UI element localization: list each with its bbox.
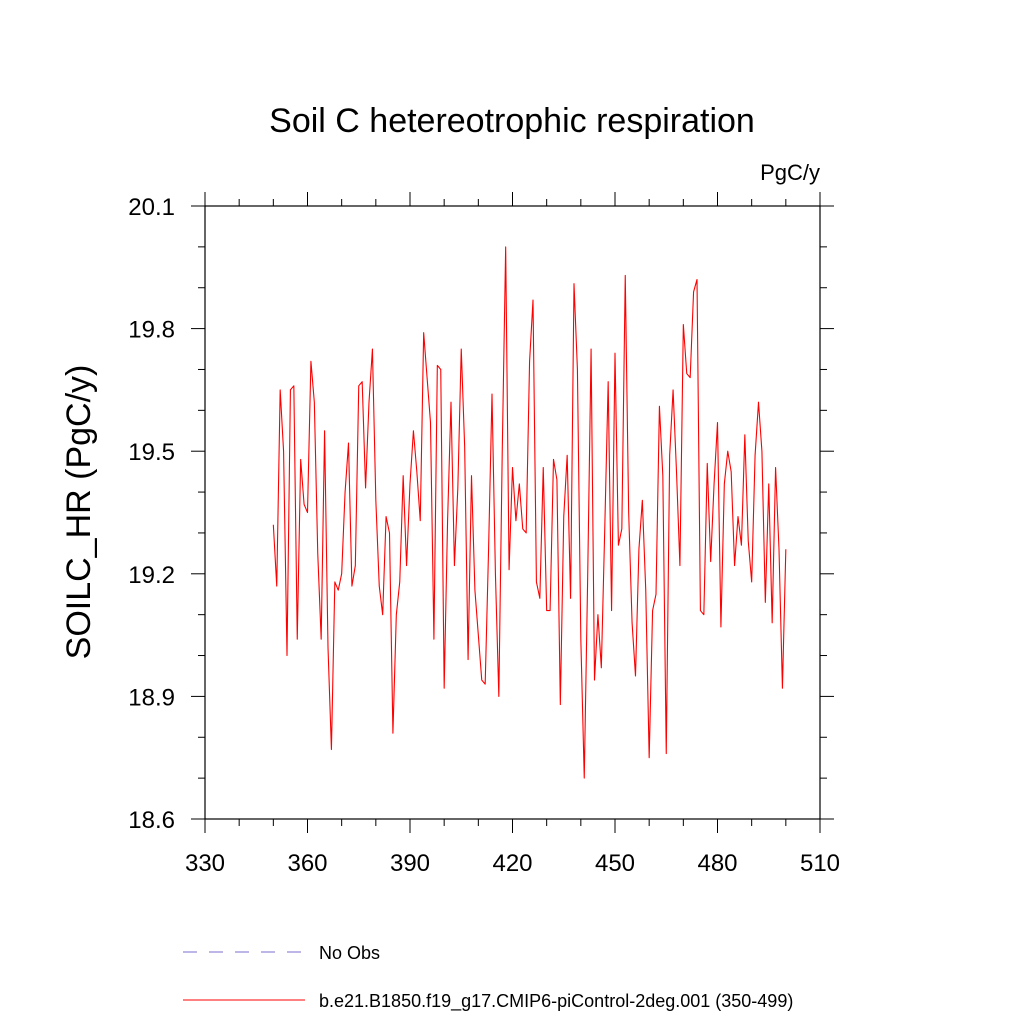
y-axis: 18.6 18.9 19.2 19.5 19.8 20.1 — [128, 194, 834, 834]
x-tick-label: 510 — [800, 850, 840, 877]
y-axis-label: SOILC_HR (PgC/y) — [60, 365, 98, 660]
legend-label-1: b.e21.B1850.f19_g17.CMIP6-piControl-2deg… — [319, 991, 793, 1012]
y-tick-label: 19.2 — [128, 562, 175, 589]
x-tick-label: 420 — [492, 850, 532, 877]
x-tick-label: 450 — [595, 850, 635, 877]
y-tick-label: 18.9 — [128, 684, 175, 711]
x-tick-label: 360 — [287, 850, 327, 877]
y-tick-label: 19.8 — [128, 317, 175, 344]
series-layer — [272, 246, 787, 779]
legend: No Obs b.e21.B1850.f19_g17.CMIP6-piContro… — [183, 943, 793, 1012]
x-axis: 330 360 390 420 450 480 510 — [185, 192, 840, 877]
chart-title: Soil C hetereotrophic respiration — [269, 102, 755, 140]
x-tick-label: 330 — [185, 850, 225, 877]
legend-label-0: No Obs — [319, 943, 380, 963]
units-label: PgC/y — [760, 160, 820, 185]
y-tick-label: 18.6 — [128, 807, 175, 834]
y-tick-label: 19.5 — [128, 439, 175, 466]
x-tick-label: 390 — [390, 850, 430, 877]
x-tick-label: 480 — [697, 850, 737, 877]
plot-frame — [204, 205, 821, 820]
y-tick-label: 20.1 — [128, 194, 175, 221]
series-line-1 — [272, 246, 787, 779]
